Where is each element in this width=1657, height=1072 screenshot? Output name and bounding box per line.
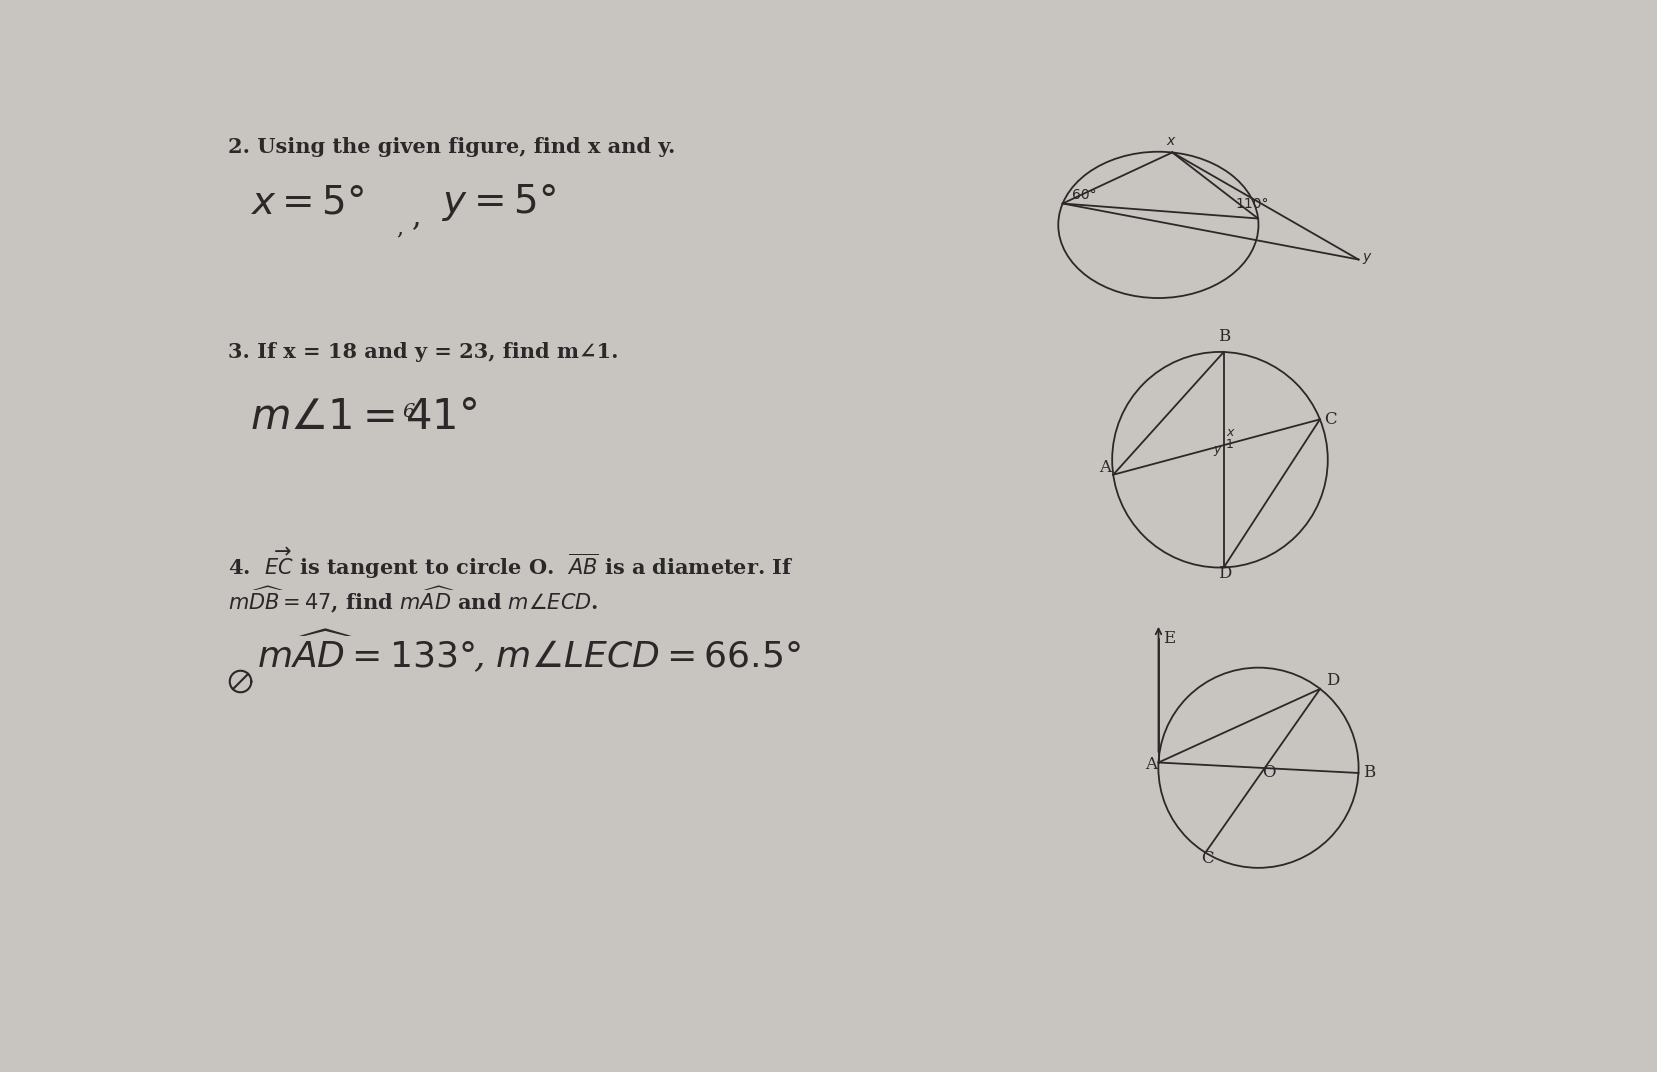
- Text: y: y: [1362, 250, 1370, 264]
- Text: ,: ,: [396, 218, 403, 240]
- Text: B: B: [1218, 328, 1229, 345]
- Text: A: A: [1099, 459, 1112, 476]
- Text: $m\widehat{AD} = 133°$: $m\widehat{AD} = 133°$: [257, 632, 476, 674]
- Text: x: x: [1226, 426, 1233, 438]
- Text: $x = 5°$: $x = 5°$: [250, 184, 365, 221]
- Text: O: O: [1263, 764, 1276, 781]
- Text: E: E: [1163, 630, 1175, 647]
- Text: 110°: 110°: [1234, 197, 1269, 211]
- Text: 4.  $\overrightarrow{EC}$ is tangent to circle O.  $\overline{AB}$ is a diameter: 4. $\overrightarrow{EC}$ is tangent to c…: [229, 546, 794, 581]
- Text: $y = 5°$: $y = 5°$: [442, 182, 557, 223]
- Text: A: A: [1145, 756, 1157, 773]
- Text: x: x: [1167, 134, 1175, 148]
- Text: C: C: [1201, 850, 1215, 867]
- Text: 1: 1: [1226, 438, 1234, 451]
- Text: ,: ,: [411, 200, 421, 232]
- Text: y: y: [1213, 443, 1220, 456]
- Text: D: D: [1218, 565, 1231, 582]
- Text: D: D: [1326, 672, 1339, 689]
- Text: 6: 6: [403, 403, 414, 421]
- Text: 2. Using the given figure, find x and y.: 2. Using the given figure, find x and y.: [229, 137, 676, 158]
- Text: $m\angle 1 = 41°$: $m\angle 1 = 41°$: [250, 396, 477, 438]
- Text: B: B: [1364, 764, 1375, 780]
- Text: C: C: [1324, 411, 1337, 428]
- Text: 3. If x = 18 and y = 23, find m∠1.: 3. If x = 18 and y = 23, find m∠1.: [229, 342, 618, 362]
- Text: $m\widehat{DB} = 47$, find $m\widehat{AD}$ and $m\angle ECD$.: $m\widehat{DB} = 47$, find $m\widehat{AD…: [229, 584, 598, 614]
- Text: 60°: 60°: [1072, 188, 1097, 202]
- Text: , $m\angle LECD = 66.5°$: , $m\angle LECD = 66.5°$: [472, 639, 800, 674]
